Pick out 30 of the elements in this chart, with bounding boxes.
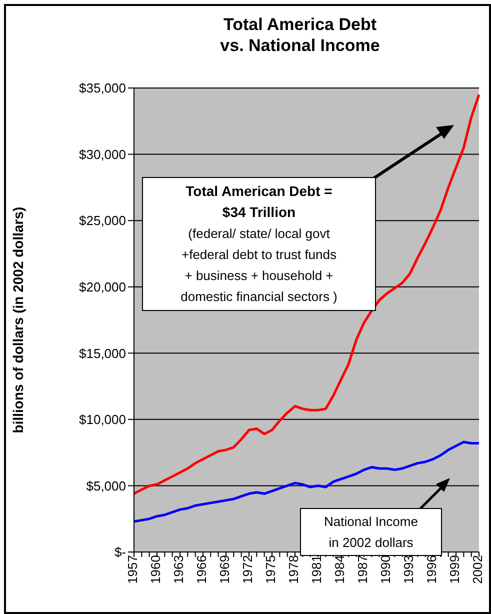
- annotation: Total American Debt = $34 Trillion: [184, 182, 334, 222]
- callout-box: Total American Debt = $34 Trillion (federal/ state/ local govt +federal debt to trust funds + business + household + domestic financial sectors ): [142, 177, 376, 311]
- x-tick-label: 1993: [401, 555, 416, 584]
- y-tick-label: $10,000: [79, 412, 126, 428]
- x-tick-label: 1987: [355, 555, 370, 584]
- y-tick-label: $20,000: [79, 279, 126, 294]
- y-tick-label: $25,000: [79, 213, 126, 228]
- x-tick-label: 1981: [309, 555, 324, 584]
- x-tick-label: 1963: [171, 555, 186, 584]
- x-tick-label: 1960: [148, 555, 164, 584]
- x-tick-label: 1999: [447, 555, 462, 584]
- y-axis-title: billions of dollars (in 2002 dollars): [10, 206, 26, 434]
- x-tick-label: 1984: [332, 555, 348, 584]
- chart-title: Total America Debt vs. National Income: [219, 14, 381, 56]
- x-tick-label: 1975: [263, 555, 278, 584]
- x-tick-label: 1966: [194, 555, 210, 584]
- x-tick-label: 1978: [286, 555, 302, 584]
- x-tick-label: 1957: [125, 555, 140, 584]
- x-tick-label: 1969: [217, 555, 232, 584]
- x-tick-label: 1990: [378, 555, 394, 584]
- x-tick-label: 2002: [470, 555, 486, 584]
- x-tick-label: 1972: [240, 555, 256, 584]
- y-tick-label: $30,000: [79, 146, 126, 162]
- y-tick-label: $35,000: [79, 80, 126, 96]
- x-tick-label: 1996: [424, 555, 440, 584]
- y-tick-label: $-: [114, 544, 126, 560]
- y-tick-label: $5,000: [86, 478, 126, 494]
- callout-box: National Income in 2002 dollars: [300, 508, 442, 556]
- annotation: (federal/ state/ local govt +federal debt to trust funds + business + household + domestic financial sectors ): [180, 225, 338, 306]
- y-tick-label: $15,000: [79, 346, 126, 361]
